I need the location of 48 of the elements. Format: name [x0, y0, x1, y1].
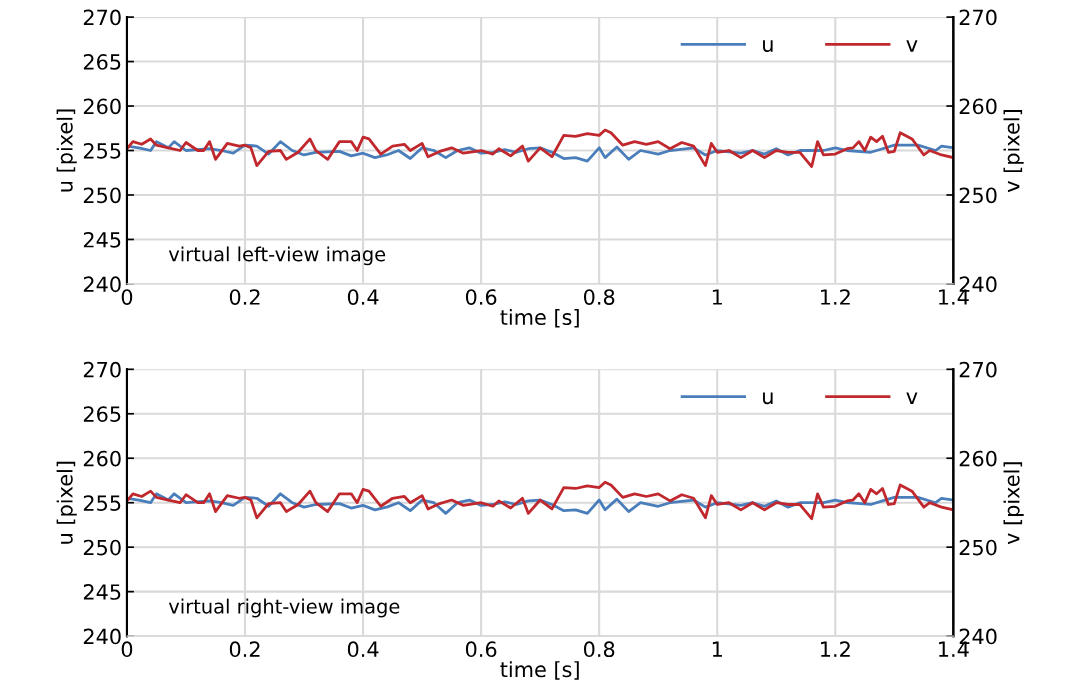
y-axis-title: u [pixel] — [56, 109, 77, 192]
line-series — [126, 128, 954, 168]
x-tick-label: 0 — [121, 289, 133, 305]
y-tick-label: 240 — [83, 628, 121, 645]
x-tick-label: 0.8 — [583, 641, 615, 658]
x-axis-title: time [s] — [500, 661, 579, 680]
y2-tick-label: 270 — [959, 9, 997, 26]
x-tick-label: 0.6 — [465, 641, 497, 658]
y2-axis-title: v [pixel] — [1003, 462, 1024, 545]
y2-tick-label: 250 — [959, 187, 997, 204]
x-tick-label: 0.4 — [347, 289, 379, 305]
y-tick-label: 270 — [83, 361, 121, 378]
x-tick-label: 0.8 — [583, 289, 615, 305]
y2-tick-label: 270 — [959, 361, 997, 378]
y-tick-label: 255 — [83, 495, 121, 511]
x-tick-label: 0.4 — [347, 641, 379, 658]
y2-tick-label: 250 — [959, 539, 997, 556]
y-tick-label: 250 — [83, 539, 121, 556]
y-tick-label: 260 — [83, 98, 121, 115]
legend-label: v — [906, 40, 918, 52]
y-tick-label: 270 — [83, 9, 121, 26]
y2-tick-label: 260 — [959, 98, 997, 115]
legend-label: v — [906, 392, 918, 404]
y-tick-label: 245 — [83, 231, 121, 248]
y2-tick-label: 260 — [959, 450, 997, 467]
y-tick-label: 245 — [83, 584, 121, 600]
y-tick-label: 240 — [83, 276, 121, 293]
y-tick-label: 260 — [83, 450, 121, 467]
y-tick-label: 250 — [83, 187, 121, 204]
x-tick-label: 1.2 — [821, 641, 850, 657]
x-axis-title: time [s] — [500, 308, 579, 328]
x-tick-label: 0.2 — [229, 641, 260, 658]
legend-label: u — [763, 392, 773, 405]
x-tick-label: 1 — [712, 641, 722, 657]
y-tick-label: 265 — [83, 406, 121, 422]
y-tick-label: 255 — [83, 142, 121, 159]
y2-axis-title: v [pixel] — [1003, 110, 1024, 193]
y-axis-title: u [pixel] — [56, 461, 77, 544]
annotation: virtual left-view image — [168, 246, 386, 266]
y-tick-label: 265 — [83, 54, 121, 70]
x-tick-label: 0 — [121, 641, 133, 658]
legend-label: u — [763, 40, 773, 52]
x-tick-label: 1 — [712, 289, 722, 305]
line-series — [126, 480, 954, 521]
annotation: virtual right-view image — [168, 598, 400, 618]
x-tick-label: 0.2 — [229, 289, 260, 305]
x-tick-label: 0.6 — [465, 289, 497, 305]
x-tick-label: 1.2 — [821, 289, 850, 305]
